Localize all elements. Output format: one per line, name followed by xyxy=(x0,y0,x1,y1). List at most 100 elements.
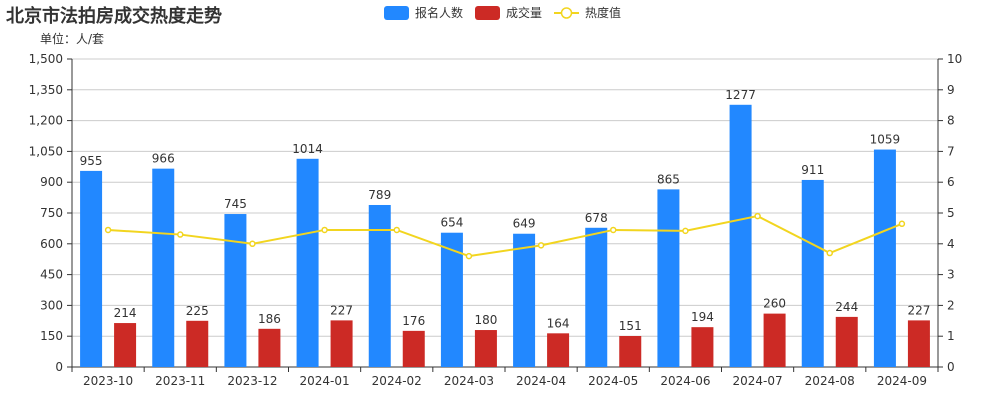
x-axis-tick: 2023-12 xyxy=(227,374,277,388)
right-axis-tick: 2 xyxy=(947,298,955,312)
bar-signups[interactable] xyxy=(296,158,319,367)
bar-value-label: 260 xyxy=(763,297,786,311)
bar-deals[interactable] xyxy=(402,330,425,367)
x-axis-tick: 2024-05 xyxy=(588,374,638,388)
heat-point[interactable] xyxy=(682,227,689,235)
left-axis-tick: 750 xyxy=(40,206,63,220)
left-axis-tick: 600 xyxy=(40,237,63,251)
bar-signups[interactable] xyxy=(513,233,536,367)
bar-signups[interactable] xyxy=(440,232,463,367)
left-axis-tick: 300 xyxy=(40,298,63,312)
left-axis-tick: 150 xyxy=(40,329,63,343)
heat-point[interactable] xyxy=(610,226,617,234)
bar-deals[interactable] xyxy=(691,327,714,367)
left-axis-tick: 1,050 xyxy=(29,144,63,158)
unit-label: 单位：人/套 xyxy=(40,32,105,46)
bar-value-label: 227 xyxy=(907,303,930,317)
left-axis-tick: 450 xyxy=(40,268,63,282)
x-axis-tick: 2024-01 xyxy=(300,374,350,388)
bar-value-label: 225 xyxy=(186,304,209,318)
heat-point[interactable] xyxy=(104,226,112,234)
right-axis-tick: 4 xyxy=(947,237,955,251)
bar-signups[interactable] xyxy=(585,227,608,367)
legend-item-heat[interactable]: 热度值 xyxy=(554,4,621,21)
right-axis-tick: 7 xyxy=(947,144,955,158)
legend-item-deals[interactable]: 成交量 xyxy=(475,4,542,21)
bar-value-label: 745 xyxy=(224,197,247,211)
right-axis-tick: 3 xyxy=(947,268,955,282)
bar-signups[interactable] xyxy=(224,214,247,367)
bar-value-label: 649 xyxy=(513,217,536,231)
x-axis-tick: 2024-02 xyxy=(372,374,422,388)
bar-deals[interactable] xyxy=(619,335,642,367)
heat-point[interactable] xyxy=(393,226,400,234)
bar-deals[interactable] xyxy=(186,320,209,367)
heat-point[interactable] xyxy=(826,249,833,257)
bar-value-label: 1014 xyxy=(292,142,323,156)
bar-value-label: 186 xyxy=(258,312,281,326)
chart-title: 北京市法拍房成交热度走势 xyxy=(6,6,222,27)
bar-deals[interactable] xyxy=(330,320,353,367)
left-axis-tick: 0 xyxy=(55,360,63,374)
bar-deals[interactable] xyxy=(763,313,786,367)
right-axis-tick: 10 xyxy=(947,52,962,66)
bar-value-label: 1059 xyxy=(870,133,901,147)
bar-value-label: 180 xyxy=(474,313,497,327)
right-axis-tick: 6 xyxy=(947,175,955,189)
heat-line xyxy=(108,215,903,258)
bar-deals[interactable] xyxy=(907,320,930,367)
bar-value-label: 164 xyxy=(547,316,570,330)
x-axis-tick: 2024-08 xyxy=(805,374,855,388)
bar-swatch-icon xyxy=(475,5,501,20)
bar-deals[interactable] xyxy=(547,333,570,367)
bar-deals[interactable] xyxy=(258,328,281,367)
legend-label: 报名人数 xyxy=(415,6,464,20)
right-axis-tick: 1 xyxy=(947,329,955,343)
bar-value-label: 1277 xyxy=(725,88,756,102)
x-axis-tick: 2023-11 xyxy=(155,374,205,388)
heat-point[interactable] xyxy=(754,212,761,220)
x-axis-tick: 2024-09 xyxy=(877,374,927,388)
bar-deals[interactable] xyxy=(114,323,137,367)
legend: 报名人数 成交量 热度值 xyxy=(384,4,633,21)
bar-signups[interactable] xyxy=(657,189,680,367)
bar-signups[interactable] xyxy=(729,104,752,367)
right-axis-tick: 0 xyxy=(947,360,955,374)
bar-value-label: 244 xyxy=(835,300,858,314)
bar-value-label: 911 xyxy=(801,163,824,177)
x-axis-tick: 2023-10 xyxy=(83,374,133,388)
heat-point[interactable] xyxy=(321,226,328,234)
bar-signups[interactable] xyxy=(368,204,391,367)
heat-point[interactable] xyxy=(177,231,184,238)
x-axis-tick: 2024-06 xyxy=(660,374,710,388)
bar-value-label: 865 xyxy=(657,172,680,186)
bar-value-label: 176 xyxy=(402,314,425,328)
bar-deals[interactable] xyxy=(474,330,497,367)
bar-value-label: 227 xyxy=(330,303,353,317)
left-axis-tick: 900 xyxy=(40,175,63,189)
x-axis-tick: 2024-04 xyxy=(516,374,566,388)
left-axis-tick: 1,500 xyxy=(29,52,63,66)
legend-label: 热度值 xyxy=(585,6,622,20)
bar-value-label: 151 xyxy=(619,319,642,333)
legend-label: 成交量 xyxy=(506,6,543,20)
right-axis-tick: 9 xyxy=(947,83,955,97)
bar-deals[interactable] xyxy=(835,316,858,367)
right-axis-tick: 8 xyxy=(947,114,955,128)
bar-signups[interactable] xyxy=(152,168,175,367)
bar-signups[interactable] xyxy=(873,149,896,367)
right-axis-tick: 5 xyxy=(947,206,955,220)
heat-point[interactable] xyxy=(465,252,473,260)
bar-value-label: 194 xyxy=(691,310,714,324)
heat-point[interactable] xyxy=(249,240,256,248)
x-axis-tick: 2024-03 xyxy=(444,374,494,388)
heat-point[interactable] xyxy=(537,242,545,249)
heat-point[interactable] xyxy=(898,220,906,228)
bar-signups[interactable] xyxy=(80,170,103,367)
bar-signups[interactable] xyxy=(801,179,824,367)
legend-item-signups[interactable]: 报名人数 xyxy=(384,4,463,21)
line-swatch-icon xyxy=(554,6,580,20)
bar-value-label: 678 xyxy=(585,211,608,225)
x-axis-tick: 2024-07 xyxy=(733,374,783,388)
